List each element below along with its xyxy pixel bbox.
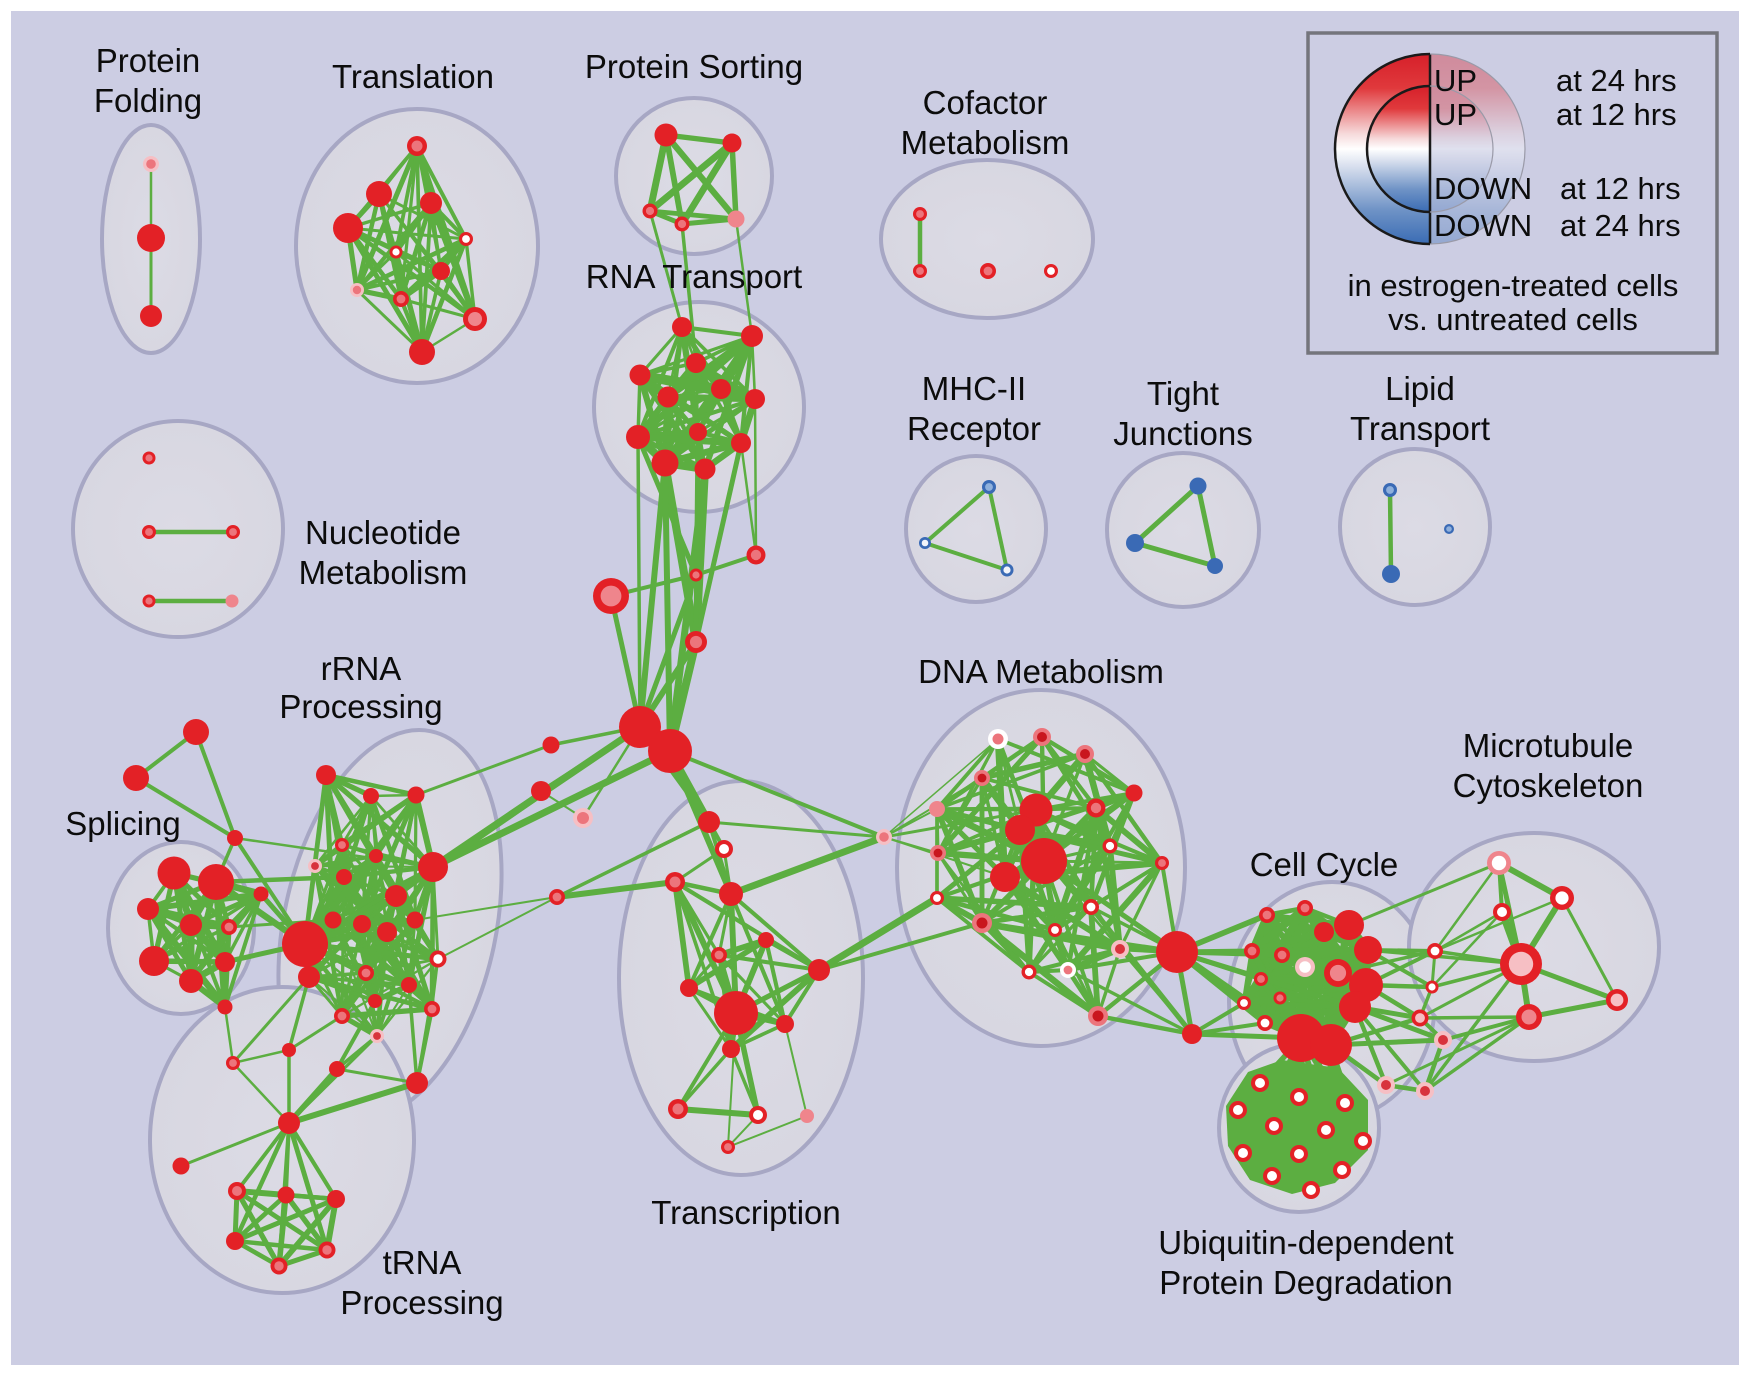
svg-text:vs. untreated cells: vs. untreated cells [1388, 302, 1638, 337]
svg-text:rRNA: rRNA [321, 650, 402, 687]
svg-text:Transport: Transport [1350, 410, 1490, 447]
svg-text:Cofactor: Cofactor [923, 84, 1048, 121]
svg-text:in estrogen-treated cells: in estrogen-treated cells [1348, 268, 1679, 303]
svg-text:at 12 hrs: at 12 hrs [1556, 97, 1677, 132]
svg-text:Metabolism: Metabolism [901, 124, 1070, 161]
svg-text:Splicing: Splicing [65, 805, 181, 842]
svg-text:DOWN: DOWN [1434, 171, 1532, 206]
svg-text:RNA Transport: RNA Transport [586, 258, 802, 295]
svg-text:Cytoskeleton: Cytoskeleton [1453, 767, 1644, 804]
svg-text:Lipid: Lipid [1385, 370, 1455, 407]
svg-text:Translation: Translation [332, 58, 494, 95]
svg-text:DNA Metabolism: DNA Metabolism [918, 653, 1164, 690]
svg-text:Nucleotide: Nucleotide [305, 514, 461, 551]
svg-text:Protein: Protein [96, 42, 201, 79]
svg-text:Protein Sorting: Protein Sorting [585, 48, 803, 85]
svg-text:UP: UP [1434, 97, 1477, 132]
svg-text:Protein Degradation: Protein Degradation [1159, 1264, 1453, 1301]
svg-text:UP: UP [1434, 63, 1477, 98]
svg-text:Folding: Folding [94, 82, 202, 119]
svg-text:Receptor: Receptor [907, 410, 1041, 447]
svg-text:Ubiquitin-dependent: Ubiquitin-dependent [1158, 1224, 1453, 1261]
svg-text:DOWN: DOWN [1434, 208, 1532, 243]
svg-text:tRNA: tRNA [383, 1244, 462, 1281]
svg-text:Transcription: Transcription [651, 1194, 841, 1231]
svg-text:Processing: Processing [340, 1284, 503, 1321]
svg-text:at 24 hrs: at 24 hrs [1556, 63, 1677, 98]
svg-text:at 24 hrs: at 24 hrs [1560, 208, 1681, 243]
svg-text:Cell Cycle: Cell Cycle [1250, 846, 1399, 883]
svg-text:Metabolism: Metabolism [299, 554, 468, 591]
svg-text:Microtubule: Microtubule [1463, 727, 1634, 764]
svg-text:MHC-II: MHC-II [922, 370, 1026, 407]
svg-text:Tight: Tight [1147, 375, 1219, 412]
svg-text:at 12 hrs: at 12 hrs [1560, 171, 1681, 206]
svg-text:Junctions: Junctions [1113, 415, 1252, 452]
svg-text:Processing: Processing [279, 688, 442, 725]
